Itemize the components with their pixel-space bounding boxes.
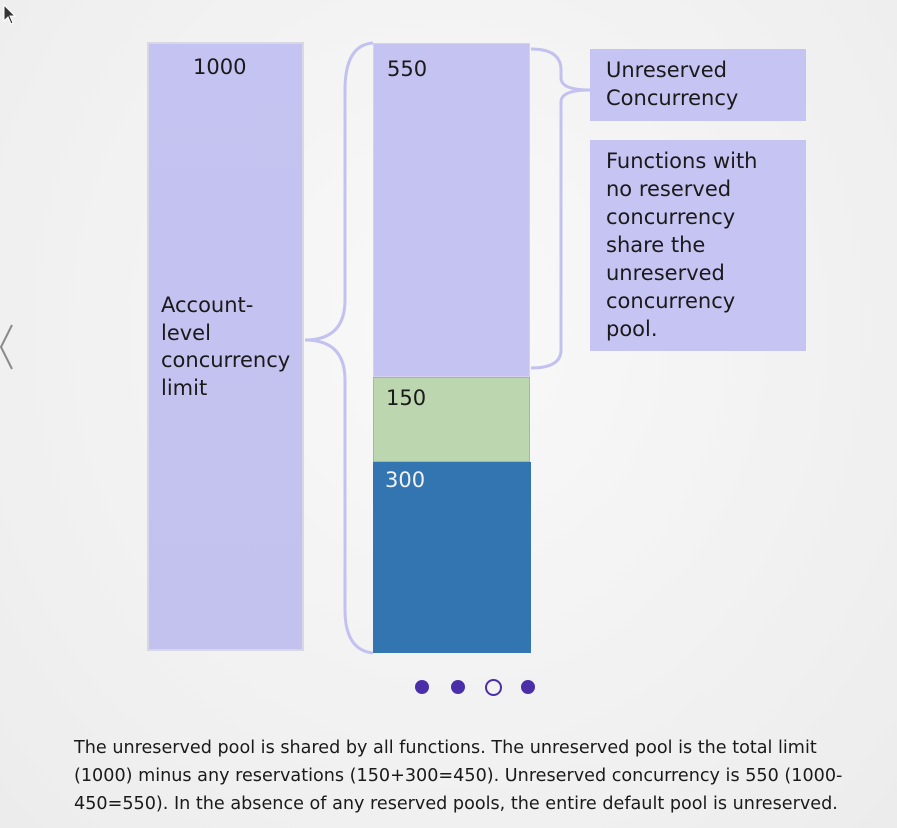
small-right-brace	[530, 47, 591, 370]
slide-caption: The unreserved pool is shared by all fun…	[74, 738, 843, 814]
callout-functions-text: Functions with no reserved concurrency s…	[606, 149, 758, 341]
pager-dot-3-current[interactable]	[485, 679, 502, 696]
callout-unreserved-text: Unreserved Concurrency	[606, 58, 739, 110]
carousel-pager	[413, 678, 543, 698]
pager-dot-4[interactable]	[521, 680, 535, 694]
account-level-bar: 1000 Account- level concurrency limit	[147, 42, 304, 651]
account-limit-value: 1000	[193, 55, 247, 79]
callout-unreserved-concurrency: Unreserved Concurrency	[590, 49, 806, 121]
chevron-left-icon[interactable]	[0, 322, 14, 372]
unreserved-value: 550	[387, 57, 428, 81]
reserved-150-value: 150	[386, 386, 427, 410]
reserved-segment-150: 150	[373, 377, 530, 462]
pager-dot-2[interactable]	[451, 680, 465, 694]
pager-dot-1[interactable]	[415, 680, 429, 694]
reserved-300-value: 300	[385, 468, 426, 492]
account-limit-label: Account- level concurrency limit	[161, 293, 291, 400]
reserved-segment-300: 300	[373, 462, 531, 653]
unreserved-segment: 550	[373, 43, 530, 377]
callout-functions-share-pool: Functions with no reserved concurrency s…	[590, 140, 806, 351]
mouse-pointer-icon	[3, 4, 17, 25]
big-left-brace	[304, 41, 374, 655]
